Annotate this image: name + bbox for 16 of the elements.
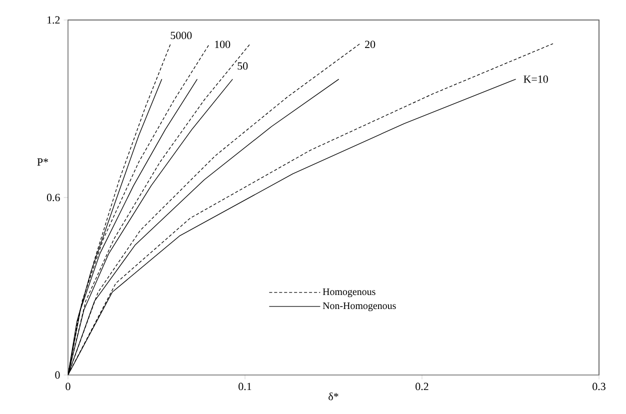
text: Non-Homogenous xyxy=(322,302,396,312)
y-tick-label: 0.6 xyxy=(46,194,60,202)
annotation: 100 xyxy=(215,40,230,48)
annotation: K=10 xyxy=(524,75,548,83)
y-tick-label: 0 xyxy=(55,371,60,379)
x-tick-label: 0 xyxy=(66,382,70,390)
annotation: 50 xyxy=(238,62,248,70)
x-tick-label: 0.1 xyxy=(238,382,252,390)
annotation: 5000 xyxy=(170,32,192,40)
annotation: 20 xyxy=(365,40,376,48)
x-tick-label: 0.2 xyxy=(416,382,428,390)
x-tick-label: 0.3 xyxy=(592,382,606,390)
x-axis-title: δ* xyxy=(328,392,338,400)
text: Homogenous xyxy=(322,288,376,298)
y-tick-label: 1.2 xyxy=(48,16,60,24)
y-axis-title: P* xyxy=(37,158,48,166)
